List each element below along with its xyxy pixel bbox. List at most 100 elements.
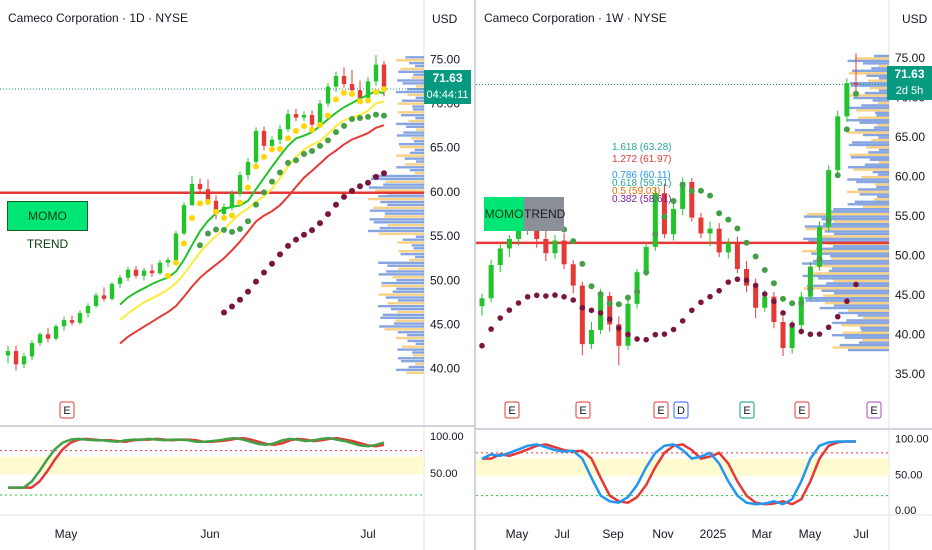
candle-body[interactable] [93, 295, 99, 306]
candle-body[interactable] [744, 269, 750, 286]
candle-body[interactable] [85, 305, 91, 314]
daily-chart-pane[interactable]: 75.0070.0065.0060.0055.0050.0045.0040.00… [0, 0, 474, 550]
daily-chart-canvas[interactable]: 75.0070.0065.0060.0055.0050.0045.0040.00… [0, 0, 474, 550]
candle-body[interactable] [229, 193, 235, 207]
candle-body[interactable] [45, 334, 51, 339]
candle-body[interactable] [325, 86, 331, 104]
weekly-chart-canvas[interactable]: 75.0070.0065.0060.0055.0050.0045.0040.00… [476, 0, 932, 550]
candle-body[interactable] [101, 295, 107, 299]
earnings-event-marker[interactable]: E [794, 401, 810, 419]
candle-body[interactable] [579, 285, 585, 345]
candle-body[interactable] [141, 270, 147, 276]
candle-body[interactable] [515, 227, 521, 239]
candle-body[interactable] [616, 324, 622, 346]
candle-body[interactable] [817, 227, 823, 267]
candle-body[interactable] [341, 76, 347, 85]
candle-body[interactable] [109, 283, 115, 299]
candle-body[interactable] [157, 262, 163, 274]
candle-body[interactable] [173, 233, 179, 260]
candle-body[interactable] [213, 200, 219, 214]
candle-body[interactable] [588, 329, 594, 345]
candle-body[interactable] [277, 129, 283, 140]
candle-body[interactable] [506, 238, 512, 249]
candle-body[interactable] [69, 320, 75, 323]
candle-body[interactable] [293, 114, 299, 118]
candle-body[interactable] [365, 81, 371, 99]
candle-body[interactable] [373, 64, 379, 82]
candle-body[interactable] [671, 208, 677, 235]
candle-body[interactable] [607, 295, 613, 325]
candle-body[interactable] [844, 83, 850, 117]
candle-body[interactable] [689, 182, 695, 218]
candle-body[interactable] [853, 83, 859, 85]
candle-body[interactable] [261, 130, 267, 146]
earnings-event-marker[interactable]: E [866, 401, 882, 419]
candle-body[interactable] [552, 240, 558, 254]
weekly-chart-pane[interactable]: 75.0070.0065.0060.0055.0050.0045.0040.00… [476, 0, 932, 550]
earnings-event-marker[interactable]: E [739, 401, 755, 419]
candle-body[interactable] [734, 242, 740, 270]
candle-body[interactable] [317, 103, 323, 125]
candle-body[interactable] [61, 320, 67, 327]
candle-body[interactable] [789, 325, 795, 349]
candle-body[interactable] [181, 205, 187, 234]
candle-body[interactable] [835, 116, 841, 171]
candle-body[interactable] [205, 189, 211, 201]
candle-body[interactable] [117, 277, 123, 284]
candle-body[interactable] [570, 264, 576, 286]
candle-body[interactable] [165, 259, 171, 263]
earnings-event-marker[interactable]: E [59, 401, 75, 419]
earnings-event-marker[interactable]: E [653, 401, 669, 419]
candle-body[interactable] [125, 269, 131, 278]
candle-body[interactable] [5, 351, 11, 356]
candle-body[interactable] [771, 296, 777, 322]
candle-body[interactable] [301, 114, 307, 118]
candle-body[interactable] [753, 285, 759, 308]
candle-body[interactable] [357, 90, 363, 99]
candle-body[interactable] [497, 248, 503, 266]
candle-body[interactable] [237, 175, 243, 194]
candle-body[interactable] [285, 114, 291, 130]
candle-body[interactable] [349, 84, 355, 91]
candle-body[interactable] [253, 130, 259, 162]
earnings-event-marker[interactable]: E [504, 401, 520, 419]
candle-body[interactable] [189, 183, 195, 206]
candle-body[interactable] [643, 246, 649, 273]
candle-body[interactable] [698, 217, 704, 234]
candle-body[interactable] [707, 228, 713, 234]
candle-body[interactable] [807, 266, 813, 297]
candle-body[interactable] [269, 139, 275, 146]
candle-body[interactable] [37, 334, 43, 344]
earnings-event-marker[interactable]: D [673, 401, 689, 419]
pane-divider[interactable] [474, 0, 476, 550]
candle-body[interactable] [826, 170, 832, 228]
candle-body[interactable] [725, 242, 731, 253]
candle-body[interactable] [762, 296, 768, 308]
candle-body[interactable] [479, 298, 485, 307]
candle-body[interactable] [561, 240, 567, 265]
candle-body[interactable] [133, 269, 139, 276]
candle-body[interactable] [716, 228, 722, 253]
candle-body[interactable] [197, 183, 203, 190]
candle-body[interactable] [309, 114, 315, 125]
candle-body[interactable] [634, 272, 640, 304]
candle-body[interactable] [13, 351, 19, 365]
candle-body[interactable] [29, 343, 35, 357]
candle-body[interactable] [652, 193, 658, 247]
candle-body[interactable] [21, 356, 27, 365]
candle-body[interactable] [680, 182, 686, 209]
candle-body[interactable] [661, 193, 667, 235]
candle-body[interactable] [381, 64, 387, 90]
candle-body[interactable] [488, 265, 494, 299]
candle-body[interactable] [543, 238, 549, 254]
candle-body[interactable] [245, 161, 251, 176]
candle-body[interactable] [798, 296, 804, 326]
candle-body[interactable] [53, 326, 59, 339]
candle-body[interactable] [625, 303, 631, 346]
candle-body[interactable] [333, 76, 339, 87]
candle-body[interactable] [77, 313, 83, 323]
candle-body[interactable] [221, 206, 227, 214]
earnings-event-marker[interactable]: E [575, 401, 591, 419]
candle-body[interactable] [149, 270, 155, 274]
candle-body[interactable] [780, 321, 786, 349]
